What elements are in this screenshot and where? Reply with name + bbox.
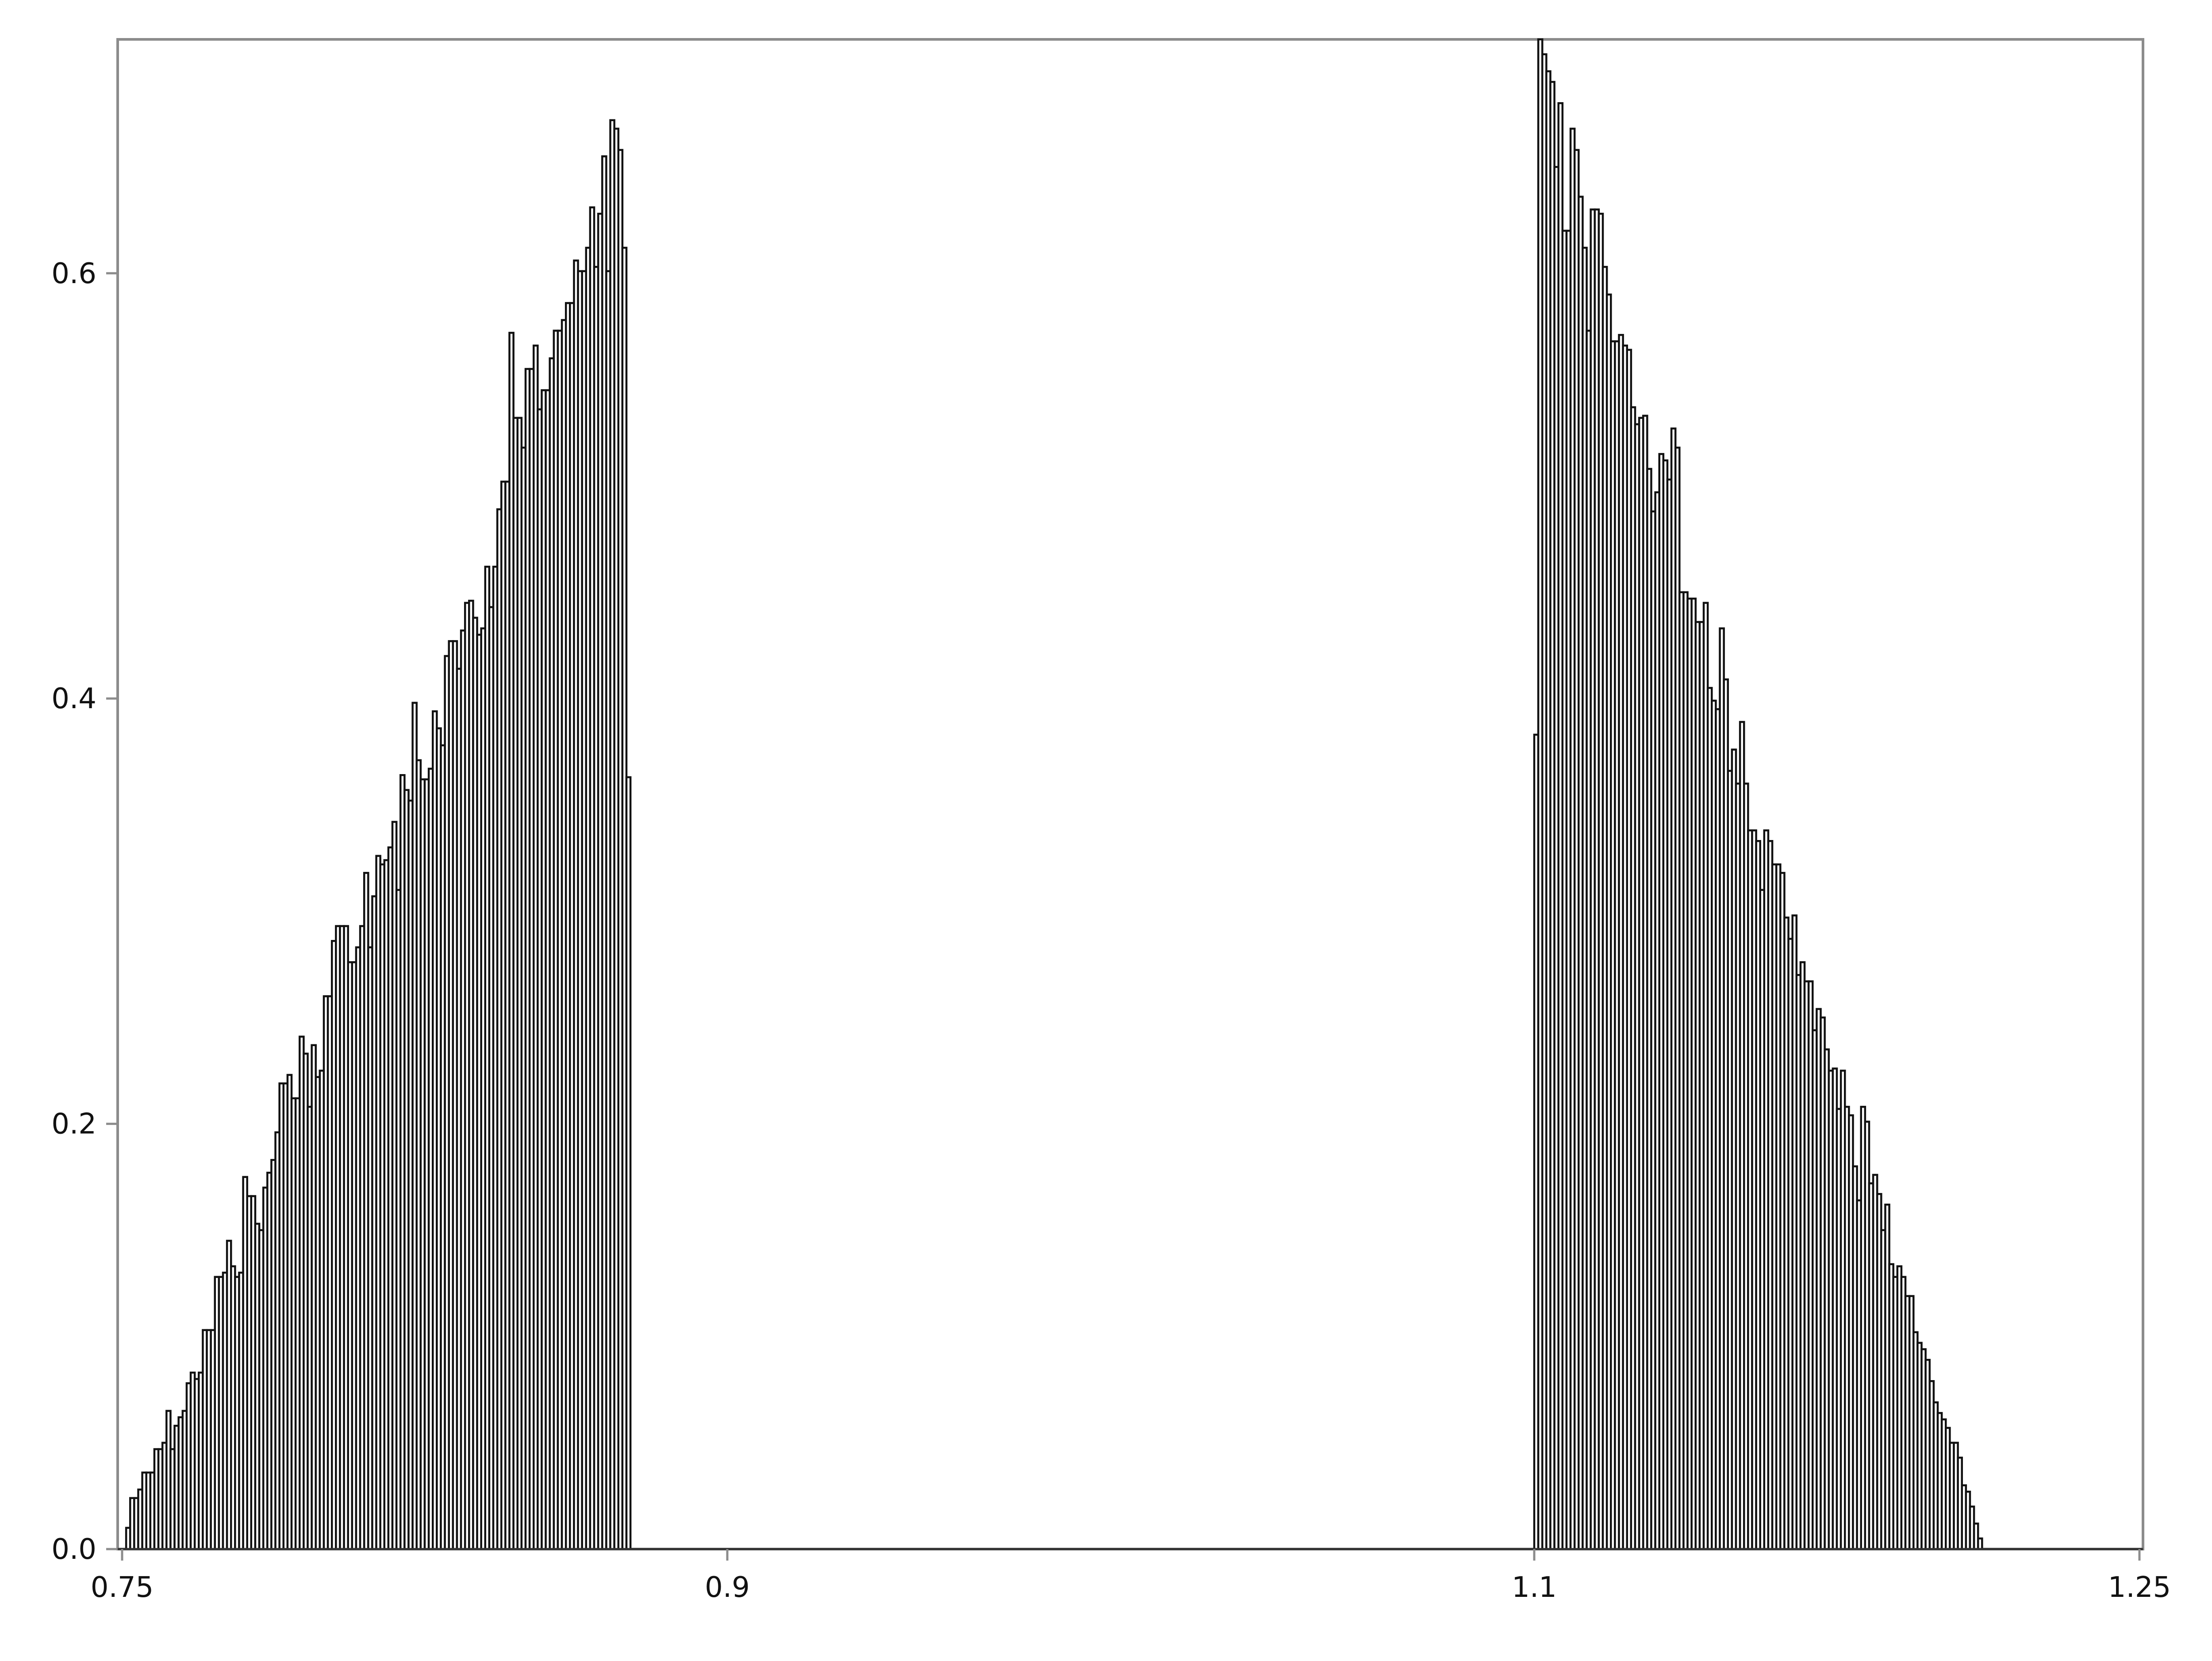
x-tick-label: 0.9 [705, 1571, 750, 1604]
histogram-bar [625, 776, 632, 1550]
x-tick-label: 1.1 [1512, 1571, 1557, 1604]
x-axis: 0.75 0.9 1.1 1.25 [91, 1549, 2171, 1604]
x-tick-label: 0.75 [91, 1571, 154, 1604]
y-tick-label: 0.6 [51, 257, 96, 290]
bars-layer [125, 38, 1983, 1550]
y-tick-label: 0.2 [51, 1108, 96, 1141]
x-tick-label: 1.25 [2108, 1571, 2171, 1604]
histogram-bar [1977, 1537, 1983, 1550]
y-tick-label: 0.0 [51, 1533, 96, 1566]
y-axis: 0.0 0.2 0.4 0.6 [51, 257, 118, 1566]
y-tick-label: 0.4 [51, 683, 96, 715]
